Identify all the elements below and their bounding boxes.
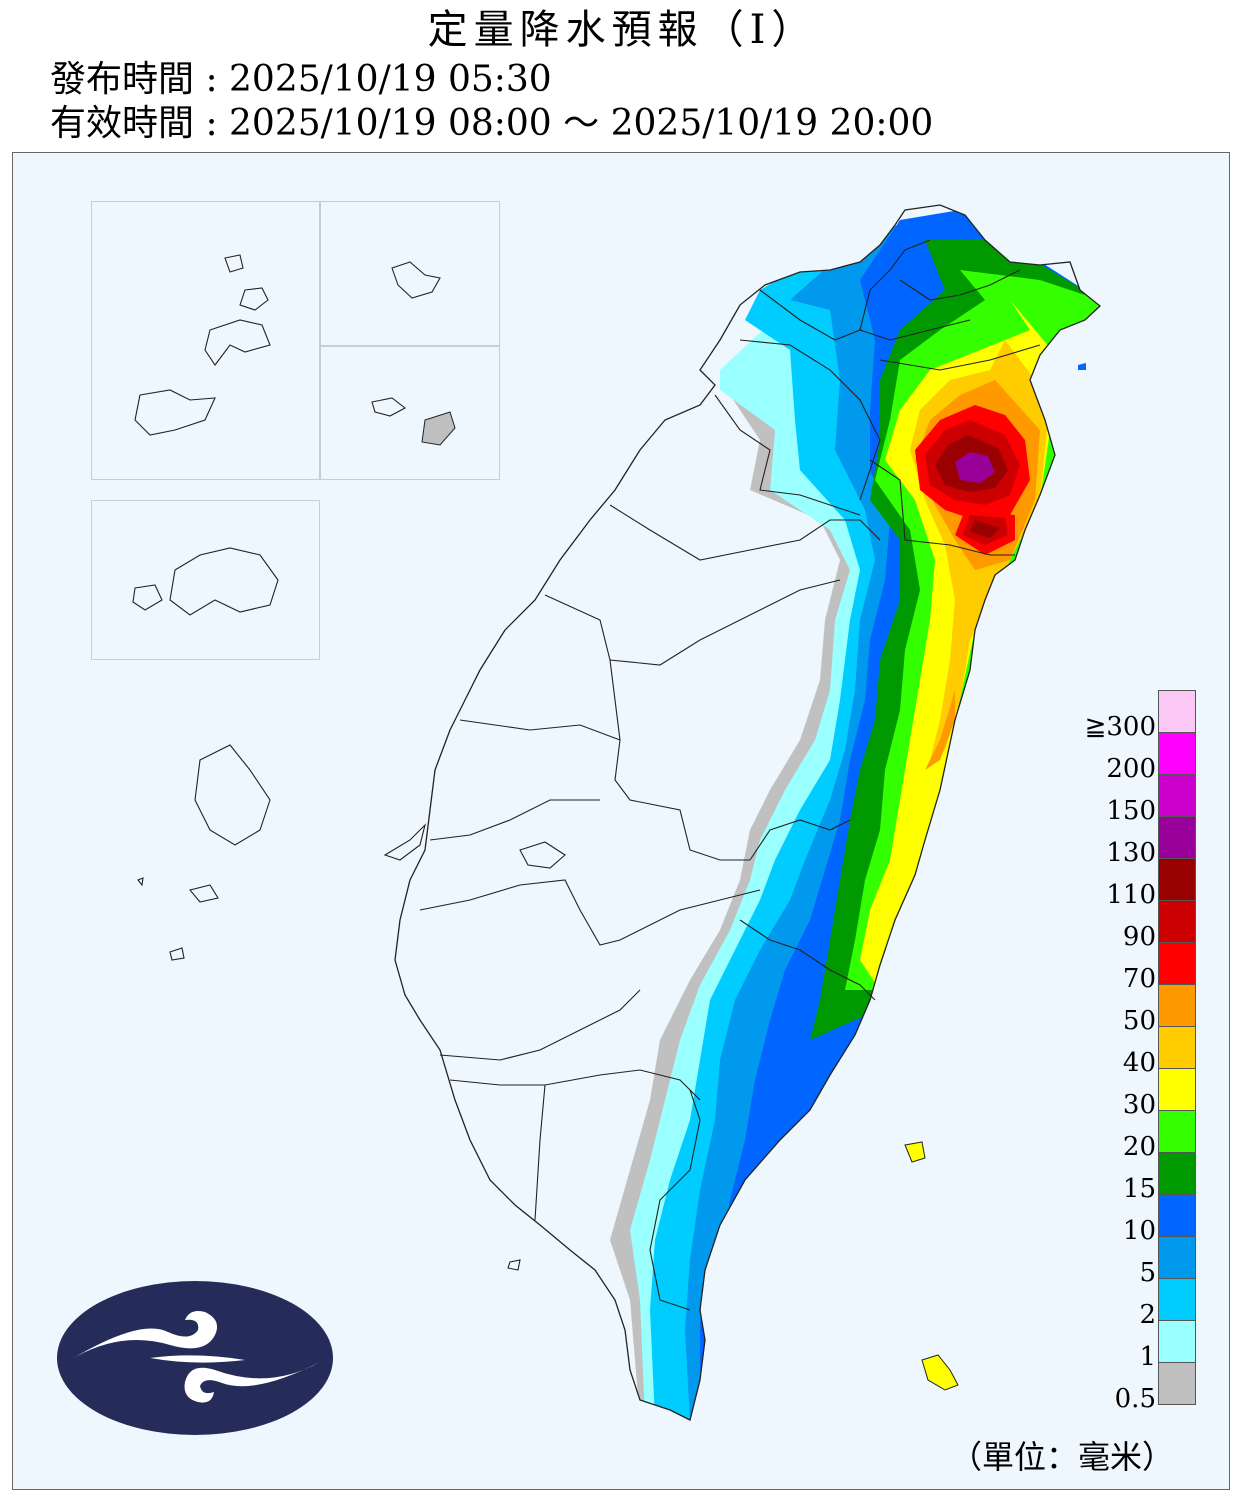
legend-swatch [1158, 732, 1196, 774]
legend-swatch [1158, 1320, 1196, 1362]
inset-matsu [91, 201, 320, 480]
legend-swatch [1158, 1152, 1196, 1194]
legend-swatch [1158, 1194, 1196, 1236]
valid-time-label: 有效時間 : [50, 103, 230, 144]
legend-swatch [1158, 774, 1196, 816]
issue-time-value: 2025/10/19 05:30 [229, 59, 552, 100]
cwa-logo [57, 1281, 333, 1435]
valid-time-line: 有效時間 : 2025/10/19 08:00 ～ 2025/10/19 20:… [50, 102, 933, 146]
legend-swatch [1158, 1278, 1196, 1320]
legend-swatch [1158, 858, 1196, 900]
legend-unit: （單位：毫米） [950, 1438, 1175, 1476]
legend-swatch [1158, 900, 1196, 942]
legend-swatch [1158, 1068, 1196, 1110]
issue-time-line: 發布時間 : 2025/10/19 05:30 [50, 58, 552, 102]
legend-swatch [1158, 816, 1196, 858]
legend-swatch [1158, 1362, 1196, 1405]
valid-time-value: 2025/10/19 08:00 ～ 2025/10/19 20:00 [229, 103, 934, 144]
legend-colorbar [1158, 690, 1196, 1405]
inset-kinmen-north [320, 201, 500, 346]
inset-wuqiu [91, 500, 320, 660]
inset-kinmen-south [320, 346, 500, 480]
legend-swatch [1158, 1110, 1196, 1152]
legend-swatch [1158, 1236, 1196, 1278]
legend-swatch [1158, 690, 1196, 732]
legend-swatch [1158, 1026, 1196, 1068]
map-title: 定量降水預報（Ⅰ） [427, 7, 818, 53]
legend-swatch [1158, 942, 1196, 984]
legend-swatch [1158, 984, 1196, 1026]
issue-time-label: 發布時間 : [50, 59, 230, 100]
